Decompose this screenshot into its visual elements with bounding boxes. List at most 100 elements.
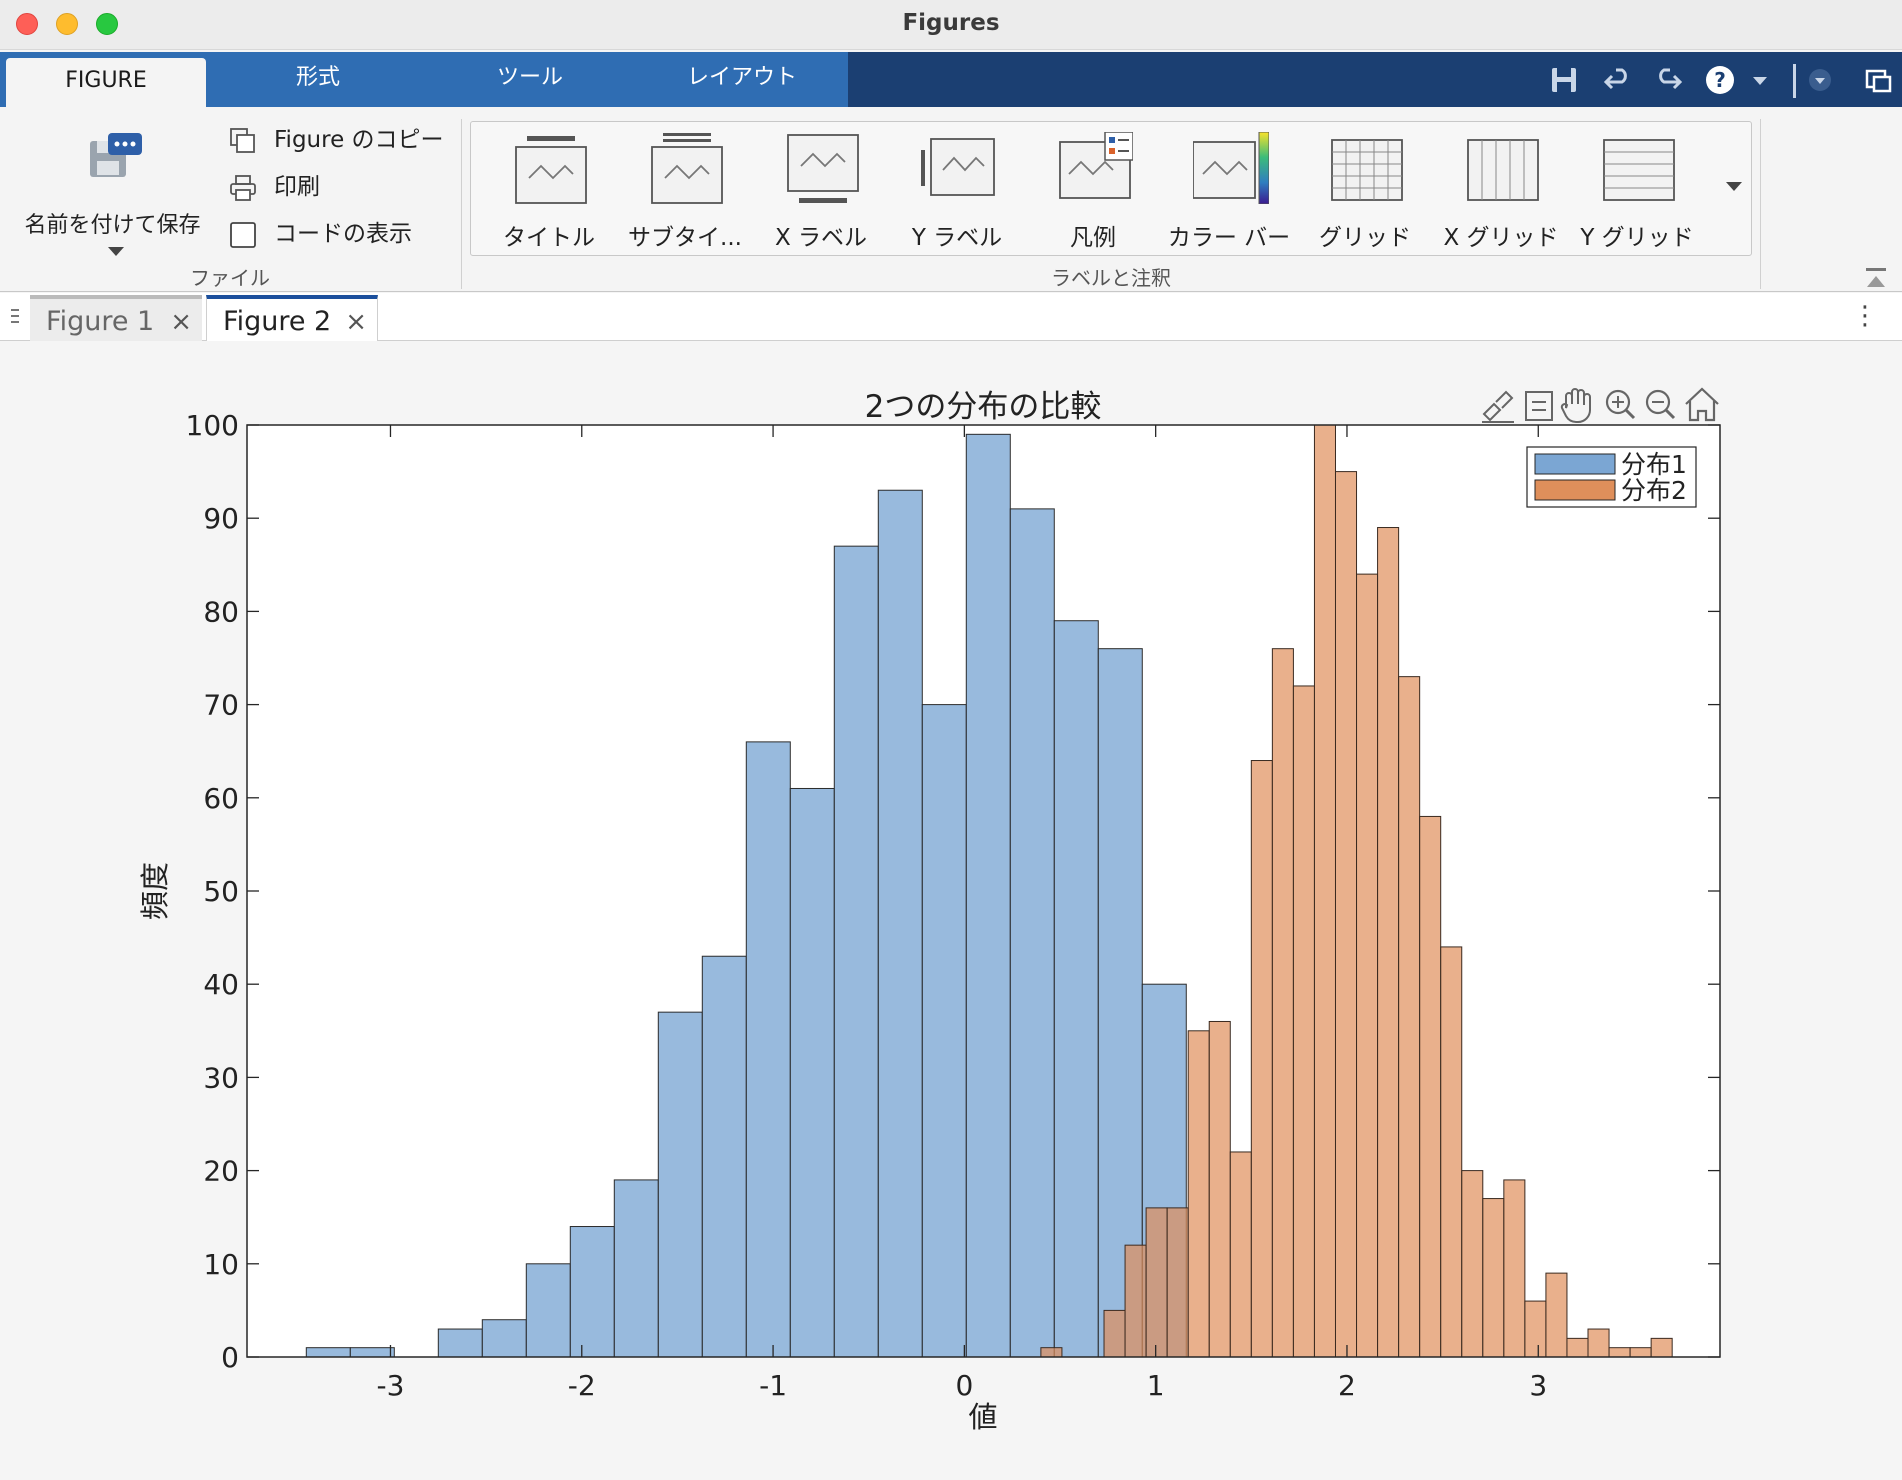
histogram-bar[interactable]	[1629, 1347, 1652, 1358]
histogram-bar[interactable]	[1419, 815, 1442, 1358]
show-code-label: コードの表示	[274, 221, 412, 247]
histogram-bar[interactable]	[1040, 1347, 1063, 1358]
histogram-bar[interactable]	[1166, 1207, 1189, 1358]
histogram-bar[interactable]	[613, 1179, 659, 1358]
gallery-item-xlabel[interactable]: X ラベル	[753, 122, 889, 257]
window-minimize-button[interactable]	[56, 13, 78, 35]
doc-tab-figure-2[interactable]: Figure 2 ×	[206, 295, 378, 341]
gallery-item-ygrid[interactable]: Y グリッド	[1569, 122, 1705, 257]
histogram-bar[interactable]	[1440, 946, 1463, 1358]
checkbox-icon	[230, 222, 256, 248]
histogram-bar[interactable]	[1097, 648, 1143, 1358]
gallery-item-grid[interactable]: グリッド	[1297, 122, 1433, 257]
gallery-item-legend[interactable]: 凡例	[1025, 122, 1161, 257]
brush-icon[interactable]	[1482, 390, 1514, 423]
histogram-bar[interactable]	[569, 1226, 615, 1358]
redo-icon[interactable]	[1652, 64, 1684, 96]
gallery-item-ylabel[interactable]: Y ラベル	[889, 122, 1025, 257]
histogram-bar[interactable]	[481, 1319, 527, 1358]
histogram-bar[interactable]	[1124, 1244, 1147, 1358]
pan-hand-icon[interactable]	[1560, 388, 1591, 423]
histogram-bar[interactable]	[789, 787, 835, 1358]
histogram-bar[interactable]	[1398, 676, 1421, 1358]
window-maximize-button[interactable]	[96, 13, 118, 35]
histogram-bar[interactable]	[965, 433, 1011, 1358]
histogram-bar[interactable]	[1545, 1272, 1568, 1358]
histogram-bar[interactable]	[437, 1328, 483, 1358]
histogram-bar[interactable]	[877, 489, 923, 1358]
histogram-bar[interactable]	[305, 1347, 351, 1358]
gallery-item-label: Y ラベル	[911, 225, 1003, 251]
zoom-out-icon[interactable]	[1645, 389, 1676, 420]
help-icon[interactable]: ?	[1704, 64, 1736, 96]
grid-icon	[1331, 139, 1403, 201]
save-icon[interactable]	[1548, 64, 1580, 96]
histogram-bar[interactable]	[1229, 1151, 1252, 1358]
histogram-bar[interactable]	[1313, 424, 1336, 1358]
histogram-bar[interactable]	[1053, 620, 1099, 1358]
histogram-bar[interactable]	[657, 1011, 703, 1358]
histogram-bar[interactable]	[1377, 527, 1400, 1358]
histogram-bar[interactable]	[745, 741, 791, 1358]
histogram-bar[interactable]	[1208, 1020, 1231, 1358]
undo-icon[interactable]	[1602, 64, 1634, 96]
save-as-label: 名前を付けて保存	[24, 213, 201, 238]
series-1-bars	[305, 433, 1187, 1358]
chevron-down-icon[interactable]	[1744, 64, 1776, 96]
gallery-expand-arrow[interactable]	[1726, 182, 1742, 191]
histogram-bar[interactable]	[1524, 1300, 1547, 1358]
histogram-bar[interactable]	[1482, 1198, 1505, 1358]
histogram-bar[interactable]	[833, 545, 879, 1358]
print-label: 印刷	[274, 174, 320, 200]
histogram-bar[interactable]	[1650, 1337, 1673, 1358]
y-tick-label: 60	[203, 782, 239, 815]
gallery-item-title[interactable]: タイトル	[481, 122, 617, 257]
histogram-bar[interactable]	[1587, 1328, 1610, 1358]
home-icon[interactable]	[1685, 387, 1719, 422]
histogram-bar[interactable]	[1356, 573, 1379, 1358]
tab-format[interactable]: 形式	[295, 65, 340, 90]
zoom-in-icon[interactable]	[1605, 389, 1636, 420]
histogram-bar[interactable]	[1250, 760, 1273, 1358]
more-options-icon[interactable]: ⋮	[1852, 301, 1878, 331]
tab-layout[interactable]: レイアウト	[686, 65, 797, 90]
histogram-bar[interactable]	[1145, 1207, 1168, 1358]
histogram-bar[interactable]	[1187, 1030, 1210, 1358]
chart-legend[interactable]: 分布1 分布2	[1526, 446, 1697, 508]
histogram-bar[interactable]	[921, 704, 967, 1358]
save-as-dropdown-arrow[interactable]	[108, 247, 124, 256]
histogram-bar[interactable]	[349, 1347, 395, 1358]
gallery-item-xgrid[interactable]: X グリッド	[1433, 122, 1569, 257]
doc-tab-label: Figure 1	[46, 306, 155, 337]
histogram-bar[interactable]	[1292, 685, 1315, 1358]
close-icon[interactable]: ×	[170, 307, 192, 337]
histogram-bar[interactable]	[1503, 1179, 1526, 1358]
gallery-item-subtitle[interactable]: サブタイ...	[617, 122, 753, 257]
histogram-bar[interactable]	[1608, 1347, 1631, 1358]
tab-figure[interactable]: FIGURE	[6, 58, 206, 107]
histogram-bar[interactable]	[1461, 1170, 1484, 1358]
legend-swatch-1	[1534, 453, 1616, 475]
save-as-button[interactable]: 名前を付けて保存	[10, 125, 215, 256]
doc-tab-figure-1[interactable]: Figure 1 ×	[30, 295, 202, 341]
histogram-bar[interactable]	[1566, 1337, 1589, 1358]
tab-tools[interactable]: ツール	[496, 65, 563, 90]
histogram-bar[interactable]	[1009, 508, 1055, 1358]
drag-grip-icon[interactable]	[10, 307, 20, 325]
close-icon[interactable]: ×	[345, 307, 367, 337]
window-icon[interactable]	[1862, 64, 1894, 96]
datatip-icon[interactable]	[1525, 391, 1553, 421]
histogram-bar[interactable]	[701, 955, 747, 1358]
y-tick-label: 0	[221, 1341, 239, 1374]
histogram-bar[interactable]	[1334, 471, 1358, 1358]
collapse-ribbon-icon[interactable]	[1864, 267, 1888, 289]
histogram-bar[interactable]	[1103, 1309, 1126, 1358]
histogram-bar[interactable]	[1271, 648, 1294, 1358]
gallery-item-colorbar[interactable]: カラー バー	[1161, 122, 1297, 257]
histogram-bar[interactable]	[525, 1263, 571, 1358]
dropdown-circle-icon[interactable]	[1804, 64, 1836, 96]
chart-title: 2つの分布の比較	[865, 389, 1102, 425]
gallery-item-label: X ラベル	[774, 225, 868, 251]
window-close-button[interactable]	[16, 13, 38, 35]
